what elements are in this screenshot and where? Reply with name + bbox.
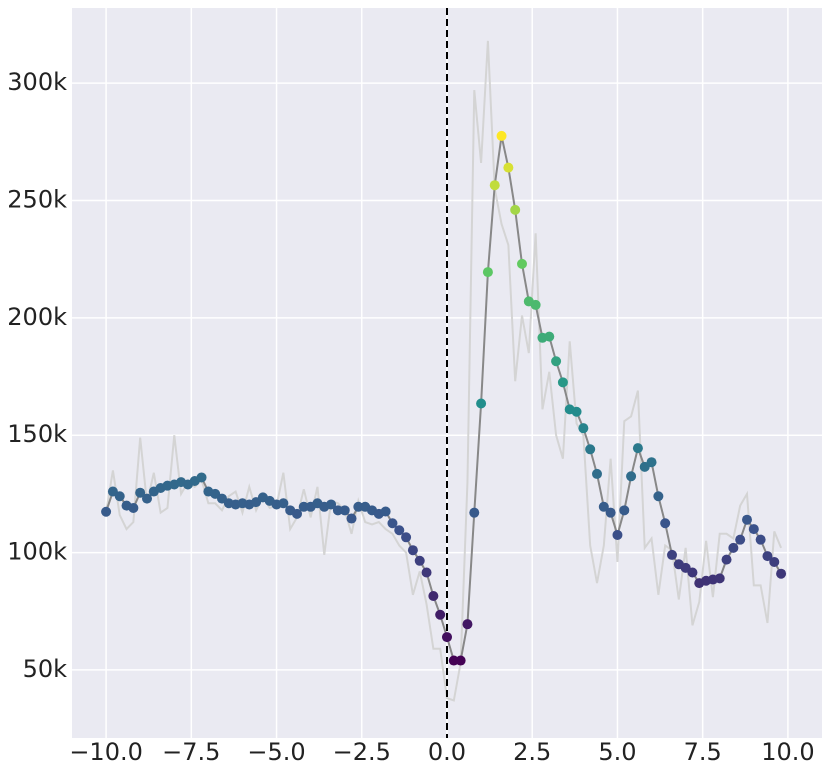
point (128, 502, 139, 513)
point (619, 505, 630, 516)
point (292, 508, 302, 519)
x-tick-label: 0.0 (428, 738, 466, 766)
line (105, 40, 783, 702)
point (401, 532, 412, 543)
point (721, 554, 732, 565)
y-tick-label: 250k (7, 185, 67, 213)
point (414, 555, 425, 566)
point (742, 514, 752, 525)
point (326, 499, 337, 510)
point (278, 498, 289, 509)
y-tick-label: 300k (7, 68, 67, 96)
point (687, 567, 698, 578)
point (421, 567, 432, 578)
point (714, 573, 725, 584)
point (762, 551, 773, 562)
point (728, 542, 739, 553)
point (114, 491, 125, 502)
point (660, 518, 671, 529)
point (557, 377, 568, 388)
point (544, 331, 555, 342)
point (626, 471, 637, 482)
x-tick-label: 10.0 (761, 738, 814, 766)
point (394, 525, 405, 536)
y-tick-label: 50k (23, 655, 68, 683)
point (407, 545, 418, 556)
point (380, 506, 391, 517)
point (455, 655, 466, 666)
point (592, 468, 602, 479)
point (339, 505, 350, 516)
point (632, 443, 643, 454)
point (735, 534, 746, 545)
point (135, 487, 146, 498)
point (530, 299, 541, 310)
point (517, 258, 527, 269)
x-tick-label: −2.5 (333, 738, 391, 766)
point (101, 506, 112, 517)
point (387, 518, 398, 529)
point (578, 423, 589, 434)
x-tick-label: 5.0 (598, 738, 636, 766)
point (776, 568, 787, 579)
x-tick-label: 7.5 (684, 738, 722, 766)
point (510, 204, 521, 215)
y-tick-label: 100k (7, 538, 67, 566)
x-tick-label: −7.5 (162, 738, 220, 766)
point (462, 619, 473, 630)
y-tick-label: 200k (7, 303, 67, 331)
y-tick-label: 150k (7, 420, 67, 448)
point (346, 513, 357, 524)
point (503, 162, 514, 173)
point (748, 524, 759, 535)
point (442, 632, 452, 643)
x-tick-label: 2.5 (513, 738, 551, 766)
point (585, 444, 596, 455)
point (653, 491, 664, 502)
point (769, 556, 780, 567)
point (646, 457, 657, 468)
point (482, 267, 493, 278)
point (469, 507, 480, 518)
point (489, 180, 500, 191)
point (196, 472, 207, 483)
point (612, 529, 623, 540)
point (551, 356, 562, 367)
point (428, 590, 439, 601)
point (605, 507, 616, 518)
point (571, 406, 582, 417)
x-tick-label: −10.0 (69, 738, 143, 766)
x-tick-label: −5.0 (247, 738, 305, 766)
point (667, 549, 677, 560)
point (142, 493, 152, 504)
point (598, 501, 609, 512)
point (496, 130, 507, 141)
point (755, 534, 766, 545)
point (476, 398, 487, 409)
point (435, 609, 446, 620)
